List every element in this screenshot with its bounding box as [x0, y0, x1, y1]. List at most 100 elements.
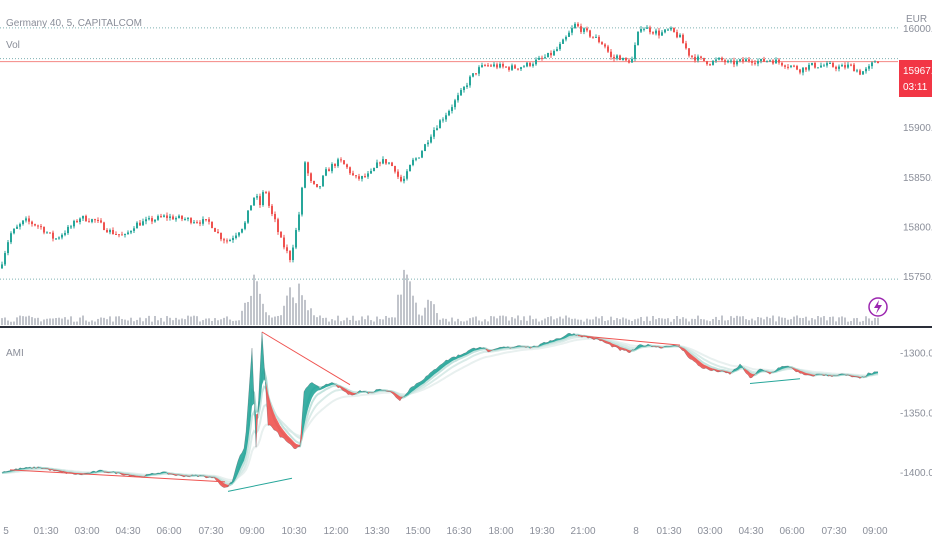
volume-bar — [406, 274, 408, 325]
volume-bar — [238, 320, 240, 325]
ami-fill — [868, 372, 870, 376]
bar-countdown: 03:11 — [903, 82, 928, 93]
ami-trend-lines — [9, 331, 801, 492]
lightning-icon[interactable] — [868, 297, 888, 317]
volume-bar — [112, 321, 114, 325]
volume-bar — [586, 318, 588, 325]
time-tick-label: 03:00 — [74, 526, 99, 537]
ami-fill — [714, 368, 716, 372]
candle-body — [475, 73, 477, 75]
candle-body — [196, 222, 198, 224]
candle-body — [553, 50, 555, 56]
candle-body — [385, 159, 387, 164]
ami-fill — [336, 384, 338, 388]
volume-bar — [310, 308, 312, 325]
ami-fill — [562, 336, 564, 340]
candle-body — [541, 57, 543, 59]
volume-bar — [511, 317, 513, 325]
candle-body — [313, 180, 315, 185]
candle-body — [418, 157, 420, 159]
volume-bar — [814, 319, 816, 325]
ami-fill — [398, 395, 400, 401]
volume-bar — [778, 316, 780, 325]
candle-body — [745, 59, 747, 62]
ami-fill — [718, 370, 720, 373]
candle-body — [655, 30, 657, 34]
ami-fill — [450, 357, 452, 363]
ami-fill — [726, 371, 728, 373]
ami-fill — [48, 468, 50, 471]
ami-band — [1, 337, 879, 482]
candle-body — [103, 222, 105, 230]
candle-body — [592, 36, 594, 38]
ami-fill — [576, 334, 578, 336]
volume-bar — [559, 316, 561, 325]
volume-bar — [517, 315, 519, 325]
volume-bar — [190, 316, 192, 325]
volume-bar — [772, 315, 774, 325]
ami-fill — [380, 389, 382, 391]
candle-body — [469, 76, 471, 86]
volume-bar — [49, 318, 51, 325]
candle-body — [331, 164, 333, 172]
ami-fill — [372, 392, 374, 393]
ami-fill — [108, 472, 110, 473]
volume-bar — [658, 317, 660, 325]
candle-body — [778, 59, 780, 63]
volume-bar — [76, 321, 78, 325]
candle-body — [742, 59, 744, 62]
candle-body — [565, 36, 567, 40]
ami-fill — [326, 384, 328, 388]
volume-bar — [682, 317, 684, 325]
ami-axis[interactable]: -1300.0 -1350.0 -1400.0 — [900, 348, 932, 479]
volume-bar — [820, 317, 822, 325]
candle-body — [799, 69, 801, 73]
candle-body — [727, 60, 729, 63]
price-candles[interactable] — [1, 22, 879, 270]
price-axis[interactable]: 15750.0 15800.0 15850.0 15900.0 16000.0 — [903, 24, 932, 283]
volume-bar — [130, 317, 132, 325]
candle-body — [571, 28, 573, 33]
time-tick-label: 5 — [3, 526, 9, 537]
ami-fill — [438, 365, 440, 372]
ami-fill — [804, 372, 806, 376]
ami-fill — [378, 389, 380, 392]
candle-body — [577, 23, 579, 27]
candle-body — [1, 264, 3, 269]
ami-fill — [604, 340, 606, 344]
volume-bar — [718, 319, 720, 325]
ami-fill — [230, 481, 232, 485]
ami-fill — [638, 344, 640, 349]
volume-bar — [172, 320, 174, 325]
ami-fill — [622, 347, 624, 351]
time-axis[interactable]: 5 01:30 03:00 04:30 06:00 07:30 09:00 10:30 12:0… — [3, 526, 888, 537]
candle-body — [142, 221, 144, 226]
candle-body — [457, 95, 459, 101]
volume-bar — [298, 283, 300, 325]
candle-body — [247, 210, 249, 223]
volume-bar — [166, 316, 168, 325]
ami-fill — [196, 474, 198, 477]
ami-fill — [460, 354, 462, 358]
ami-fill — [702, 363, 704, 369]
volume-bar — [448, 321, 450, 325]
ami-fill — [432, 369, 434, 377]
time-tick-label: 12:00 — [323, 526, 348, 537]
volume-bar — [865, 316, 867, 325]
candle-body — [124, 234, 126, 236]
ami-fill — [166, 472, 168, 475]
ami-fill — [658, 346, 660, 349]
ami-fill — [424, 376, 426, 384]
ami-fill — [278, 421, 280, 438]
candle-body — [52, 232, 54, 239]
ami-fill — [50, 469, 52, 471]
volume-bar — [652, 315, 654, 325]
ami-fill — [692, 355, 694, 362]
ami-fill — [428, 372, 430, 380]
ami-fill — [222, 481, 224, 488]
candle-body — [664, 29, 666, 33]
ami-fill — [28, 467, 30, 469]
ami-fill — [252, 348, 254, 406]
volume-bar — [217, 320, 219, 325]
